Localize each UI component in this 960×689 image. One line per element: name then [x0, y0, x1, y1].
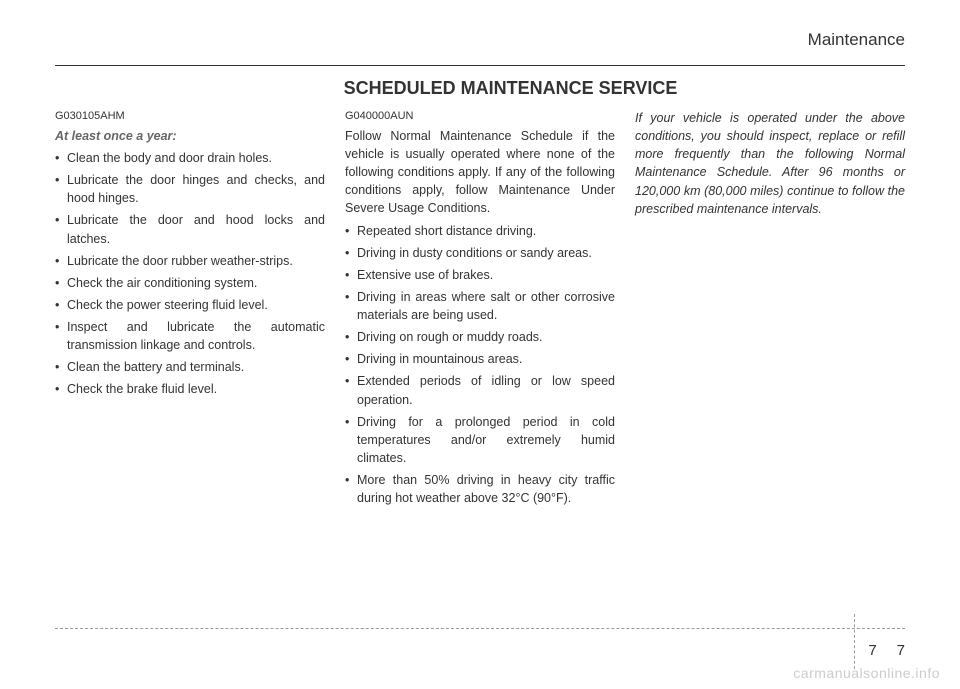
list-item: Clean the battery and terminals. — [55, 358, 325, 376]
list-item: Clean the body and door drain holes. — [55, 149, 325, 167]
col2-intro: Follow Normal Maintenance Schedule if th… — [345, 127, 615, 218]
header-rule — [55, 65, 905, 66]
list-item: Lubricate the door and hood locks and la… — [55, 211, 325, 247]
list-item: Repeated short distance driving. — [345, 222, 615, 240]
col1-code: G030105AHM — [55, 109, 325, 125]
list-item: Driving in mountainous areas. — [345, 350, 615, 368]
footer-vertical-divider — [854, 614, 855, 669]
col2-code: G040000AUN — [345, 109, 615, 125]
list-item: Lubricate the door hinges and checks, an… — [55, 171, 325, 207]
main-title: SCHEDULED MAINTENANCE SERVICE — [344, 78, 905, 99]
list-item: Check the power steering fluid level. — [55, 296, 325, 314]
list-item: Driving in dusty conditions or sandy are… — [345, 244, 615, 262]
title-spacer — [55, 78, 336, 109]
col3-italic-text: If your vehicle is operated under the ab… — [635, 109, 905, 218]
watermark-text: carmanualsonline.info — [793, 665, 940, 681]
page-number-left: 7 — [868, 642, 876, 659]
list-item: Inspect and lubricate the automatic tran… — [55, 318, 325, 354]
list-item: Extended periods of idling or low speed … — [345, 372, 615, 408]
list-item: Driving on rough or muddy roads. — [345, 328, 615, 346]
list-item: More than 50% driving in heavy city traf… — [345, 471, 615, 507]
list-item: Check the brake fluid level. — [55, 380, 325, 398]
header-section-title: Maintenance — [808, 30, 905, 50]
page-number-container: 7 7 — [868, 642, 905, 659]
col1-bullet-list: Clean the body and door drain holes. Lub… — [55, 149, 325, 399]
list-item: Lubricate the door rubber weather-strips… — [55, 252, 325, 270]
column-1: G030105AHM At least once a year: Clean t… — [55, 109, 325, 511]
title-row: SCHEDULED MAINTENANCE SERVICE — [55, 78, 905, 109]
list-item: Check the air conditioning system. — [55, 274, 325, 292]
list-item: Driving for a prolonged period in cold t… — [345, 413, 615, 467]
columns-container: G030105AHM At least once a year: Clean t… — [55, 109, 905, 511]
column-3: If your vehicle is operated under the ab… — [635, 109, 905, 511]
col1-subheading: At least once a year: — [55, 127, 325, 145]
column-2: G040000AUN Follow Normal Maintenance Sch… — [345, 109, 615, 511]
list-item: Driving in areas where salt or other cor… — [345, 288, 615, 324]
col2-bullet-list: Repeated short distance driving. Driving… — [345, 222, 615, 508]
list-item: Extensive use of brakes. — [345, 266, 615, 284]
footer-horizontal-divider — [55, 628, 905, 629]
page-container: Maintenance SCHEDULED MAINTENANCE SERVIC… — [0, 0, 960, 689]
title-cell: SCHEDULED MAINTENANCE SERVICE — [336, 78, 905, 109]
page-number-right: 7 — [897, 642, 905, 659]
